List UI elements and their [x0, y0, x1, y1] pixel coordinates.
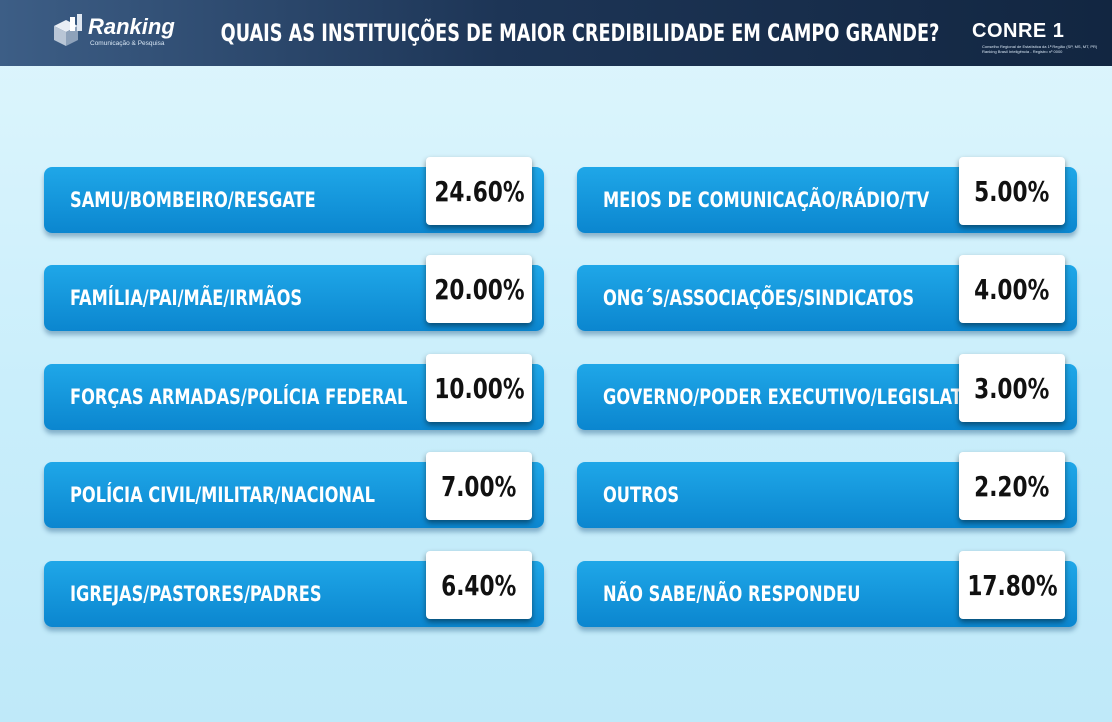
percentage-box: 5.00% — [959, 157, 1065, 225]
percentage-value: 10.00% — [433, 371, 525, 405]
percentage-box: 3.00% — [959, 354, 1065, 422]
logo-name: Ranking — [88, 14, 175, 39]
institution-label: FORÇAS ARMADAS/POLÍCIA FEDERAL — [70, 385, 408, 409]
institution-row: MEIOS DE COMUNICAÇÃO/RÁDIO/TV 5.00% — [577, 157, 1077, 233]
percentage-value: 3.00% — [974, 371, 1050, 405]
institution-row: GOVERNO/PODER EXECUTIVO/LEGISLATIVO 3.00% — [577, 354, 1077, 430]
institution-row: IGREJAS/PASTORES/PADRES 6.40% — [44, 551, 544, 627]
percentage-value: 4.00% — [974, 272, 1050, 306]
percentage-value: 20.00% — [433, 272, 525, 306]
institution-row: FORÇAS ARMADAS/POLÍCIA FEDERAL 10.00% — [44, 354, 544, 430]
institution-label: MEIOS DE COMUNICAÇÃO/RÁDIO/TV — [603, 188, 930, 212]
percentage-value: 24.60% — [433, 174, 525, 208]
percentage-box: 2.20% — [959, 452, 1065, 520]
institution-label: SAMU/BOMBEIRO/RESGATE — [70, 188, 316, 212]
cube-logo-icon — [54, 14, 82, 46]
percentage-box: 17.80% — [959, 551, 1065, 619]
conre-caption-line-2: Ranking Brasil Inteligência - Registro n… — [982, 49, 1063, 54]
institution-row: FAMÍLIA/PAI/MÃE/IRMÃOS 20.00% — [44, 255, 544, 331]
percentage-value: 5.00% — [974, 174, 1050, 208]
institution-label: GOVERNO/PODER EXECUTIVO/LEGISLATIVO — [603, 385, 994, 409]
institution-label: OUTROS — [603, 483, 680, 507]
institution-label: POLÍCIA CIVIL/MILITAR/NACIONAL — [70, 483, 375, 507]
percentage-value: 2.20% — [974, 469, 1050, 503]
percentage-box: 10.00% — [426, 354, 532, 422]
conre-name: CONRE 1 — [972, 20, 1065, 42]
percentage-box: 7.00% — [426, 452, 532, 520]
conre-caption: Conselho Regional de Estatística da 1ª R… — [982, 44, 1097, 54]
header-bar: Ranking Comunicação & Pesquisa QUAIS AS … — [0, 0, 1112, 66]
institution-label: ONG´S/ASSOCIAÇÕES/SINDICATOS — [603, 286, 915, 310]
percentage-box: 4.00% — [959, 255, 1065, 323]
institution-label: NÃO SABE/NÃO RESPONDEU — [603, 582, 861, 606]
institution-row: OUTROS 2.20% — [577, 452, 1077, 528]
percentage-value: 17.80% — [966, 568, 1058, 602]
institution-row: NÃO SABE/NÃO RESPONDEU 17.80% — [577, 551, 1077, 627]
percentage-value: 6.40% — [441, 568, 517, 602]
institution-row: ONG´S/ASSOCIAÇÕES/SINDICATOS 4.00% — [577, 255, 1077, 331]
percentage-box: 20.00% — [426, 255, 532, 323]
ranking-logo: Ranking Comunicação & Pesquisa — [50, 12, 180, 54]
institution-label: IGREJAS/PASTORES/PADRES — [70, 582, 322, 606]
conre-logo: CONRE 1 Conselho Regional de Estatística… — [972, 20, 1097, 60]
institution-row: SAMU/BOMBEIRO/RESGATE 24.60% — [44, 157, 544, 233]
institution-label: FAMÍLIA/PAI/MÃE/IRMÃOS — [70, 286, 303, 310]
logo-tagline: Comunicação & Pesquisa — [90, 40, 165, 47]
percentage-value: 7.00% — [441, 469, 517, 503]
percentage-box: 6.40% — [426, 551, 532, 619]
percentage-box: 24.60% — [426, 157, 532, 225]
institution-row: POLÍCIA CIVIL/MILITAR/NACIONAL 7.00% — [44, 452, 544, 528]
conre-caption-line-1: Conselho Regional de Estatística da 1ª R… — [982, 44, 1098, 49]
page-title: QUAIS AS INSTITUIÇÕES DE MAIOR CREDIBILI… — [220, 19, 940, 47]
